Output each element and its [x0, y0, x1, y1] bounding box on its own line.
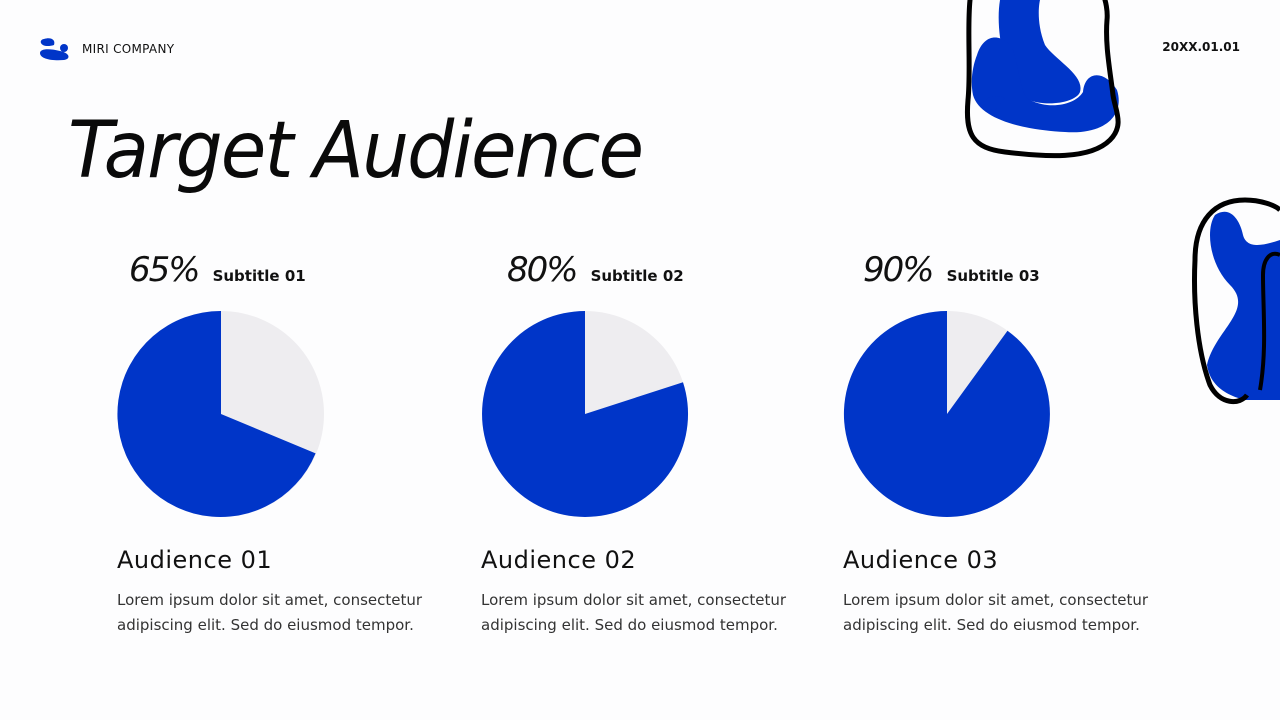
audience-card-2: 80% Subtitle 02 Audience 02 Lorem ipsum … [481, 250, 811, 638]
audience-description: Lorem ipsum dolor sit amet, consectetur … [843, 591, 1149, 634]
subtitle-label: Subtitle 03 [946, 267, 1040, 285]
blob-decoration-icon [964, 0, 1121, 159]
audience-name: Audience 02 [481, 546, 637, 574]
logo-icon [40, 38, 69, 61]
audience-card-1: 65% Subtitle 01 Audience 01 Lorem ipsum … [117, 250, 447, 638]
percent-label: 90% [863, 250, 935, 290]
company-logo: MIRI COMPANY [40, 37, 174, 61]
pie-chart-2 [482, 311, 689, 517]
percent-label: 80% [507, 250, 579, 290]
pie-chart-3 [843, 310, 1050, 517]
percent-label: 65% [129, 250, 201, 290]
date-label: 20XX.01.01 [1162, 40, 1240, 54]
blob-decoration-right-icon [1192, 197, 1280, 405]
audience-description: Lorem ipsum dolor sit amet, consectetur … [117, 591, 423, 634]
audience-description: Lorem ipsum dolor sit amet, consectetur … [481, 591, 787, 634]
page-title: Target Audience [68, 106, 644, 196]
audience-name: Audience 03 [843, 546, 999, 574]
audience-card-3: 90% Subtitle 03 Audience 03 Lorem ipsum … [843, 250, 1173, 638]
subtitle-label: Subtitle 02 [590, 267, 684, 285]
audience-name: Audience 01 [117, 546, 273, 574]
subtitle-label: Subtitle 01 [212, 267, 306, 285]
pie-chart-1 [117, 310, 324, 517]
company-name: MIRI COMPANY [82, 42, 175, 56]
